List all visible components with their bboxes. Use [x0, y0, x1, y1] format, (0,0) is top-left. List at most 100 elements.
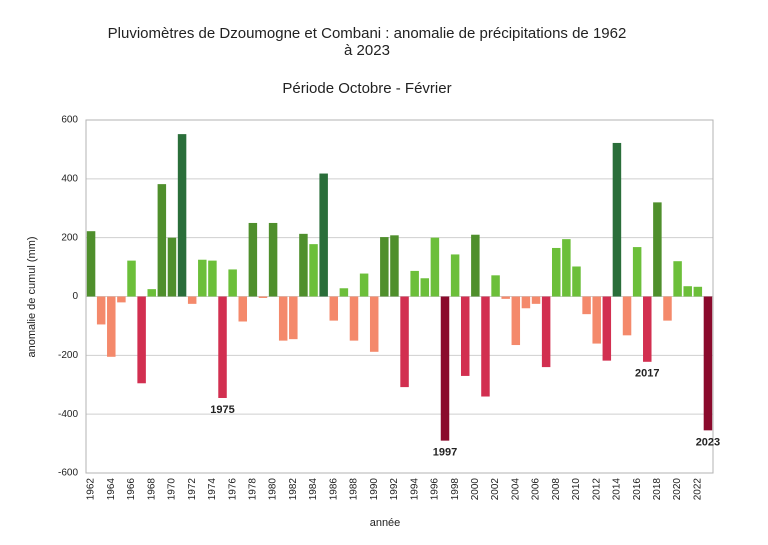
x-tick-label: 1994	[409, 478, 420, 501]
bar	[481, 296, 490, 397]
bar	[238, 296, 247, 322]
bar	[400, 296, 409, 388]
bar	[248, 222, 258, 297]
bar	[673, 261, 682, 297]
bar	[359, 273, 369, 297]
bar	[96, 296, 106, 325]
bar	[643, 296, 652, 362]
bar	[117, 296, 126, 303]
x-tick-label: 2020	[672, 478, 683, 501]
bar	[86, 231, 96, 297]
bar	[471, 234, 480, 297]
bar	[157, 184, 167, 297]
bar	[531, 296, 541, 304]
x-tick-label: 2016	[632, 478, 643, 501]
bar	[218, 296, 227, 398]
x-tick-label: 2004	[510, 478, 521, 501]
x-tick-label: 1966	[126, 478, 137, 501]
bar	[602, 296, 612, 361]
bar	[663, 296, 672, 321]
x-tick-label: 1984	[308, 478, 319, 501]
x-tick-label: 1990	[369, 478, 380, 501]
bar	[693, 286, 703, 297]
x-tick-label: 1968	[146, 478, 157, 501]
bar	[278, 296, 288, 341]
bar	[592, 296, 601, 344]
x-tick-label: 1964	[106, 478, 117, 501]
x-tick-label: 1996	[430, 478, 441, 501]
bar	[258, 296, 268, 298]
bar	[289, 296, 298, 340]
bar	[622, 296, 632, 336]
bar	[299, 233, 308, 297]
bar	[541, 296, 551, 368]
y-tick-label: -200	[58, 350, 78, 361]
x-tick-label: 2008	[551, 478, 562, 501]
bar	[147, 289, 156, 297]
bar	[440, 296, 450, 441]
x-tick-label: 1962	[86, 478, 97, 501]
bar	[137, 296, 146, 384]
bar	[491, 275, 500, 297]
bar	[501, 296, 510, 299]
x-tick-label: 1980	[268, 478, 279, 501]
bar	[572, 266, 581, 297]
y-tick-label: 600	[61, 115, 78, 126]
y-tick-label: -400	[58, 409, 78, 420]
chart-title: à 2023	[344, 42, 390, 59]
y-axis-label: anomalie de cumul (mm)	[26, 236, 38, 357]
x-tick-label: 2022	[692, 478, 703, 501]
bar	[309, 244, 318, 297]
bar	[268, 222, 278, 297]
bar	[107, 296, 116, 357]
bar	[703, 296, 713, 431]
bar	[420, 278, 430, 297]
x-tick-label: 1974	[207, 478, 218, 501]
bar	[460, 296, 470, 376]
chart-subtitle: Période Octobre - Février	[282, 80, 451, 97]
bar	[632, 247, 642, 297]
bar	[228, 269, 237, 297]
bar	[127, 260, 136, 297]
bar	[612, 142, 622, 297]
bar	[177, 134, 187, 297]
y-tick-label: -600	[58, 468, 78, 479]
y-tick-label: 400	[61, 173, 78, 184]
bar	[187, 296, 197, 304]
bar	[380, 237, 389, 297]
bar	[329, 296, 339, 321]
bar	[339, 288, 349, 297]
y-tick-label: 200	[61, 232, 78, 243]
annotation: 2017	[635, 368, 659, 380]
bar	[683, 286, 692, 297]
x-axis-label: année	[370, 517, 401, 529]
bar	[562, 239, 571, 297]
bar	[450, 254, 460, 297]
bar	[390, 235, 399, 297]
chart-title: Pluviomètres de Dzoumogne et Combani : a…	[108, 25, 627, 42]
x-tick-label: 1972	[187, 478, 198, 501]
x-tick-label: 2002	[490, 478, 501, 501]
bar	[410, 270, 419, 297]
bar	[198, 259, 207, 297]
bar	[653, 202, 662, 297]
x-tick-label: 2006	[531, 478, 542, 501]
annotation: 2023	[696, 436, 720, 448]
bar	[319, 173, 328, 297]
y-tick-label: 0	[72, 291, 78, 302]
bar	[521, 296, 531, 309]
bar	[582, 296, 591, 315]
x-tick-label: 2010	[571, 478, 582, 501]
x-tick-label: 1970	[167, 478, 178, 501]
x-tick-label: 1982	[288, 478, 299, 501]
x-tick-label: 1998	[450, 478, 461, 501]
bar	[511, 296, 521, 346]
bar	[349, 296, 359, 341]
x-tick-label: 1992	[389, 478, 400, 501]
bar	[208, 260, 217, 297]
x-tick-label: 2000	[470, 478, 481, 501]
x-tick-label: 2018	[652, 478, 663, 501]
bar	[167, 237, 177, 297]
x-tick-label: 2014	[612, 478, 623, 501]
